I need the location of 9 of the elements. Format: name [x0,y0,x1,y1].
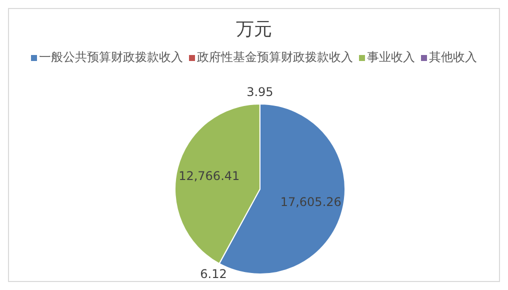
legend-label: 其他收入 [428,49,477,66]
legend-label: 政府性基金预算财政拨款收入 [196,49,353,66]
legend-label: 事业收入 [366,49,415,66]
data-label: 3.95 [246,85,274,99]
chart-title: 万元 [235,18,273,41]
data-label: 17,605.26 [280,194,342,209]
data-label: 12,766.41 [178,169,240,184]
legend-label: 一般公共预算财政拨款收入 [38,49,183,66]
data-label: 6.12 [200,267,227,282]
